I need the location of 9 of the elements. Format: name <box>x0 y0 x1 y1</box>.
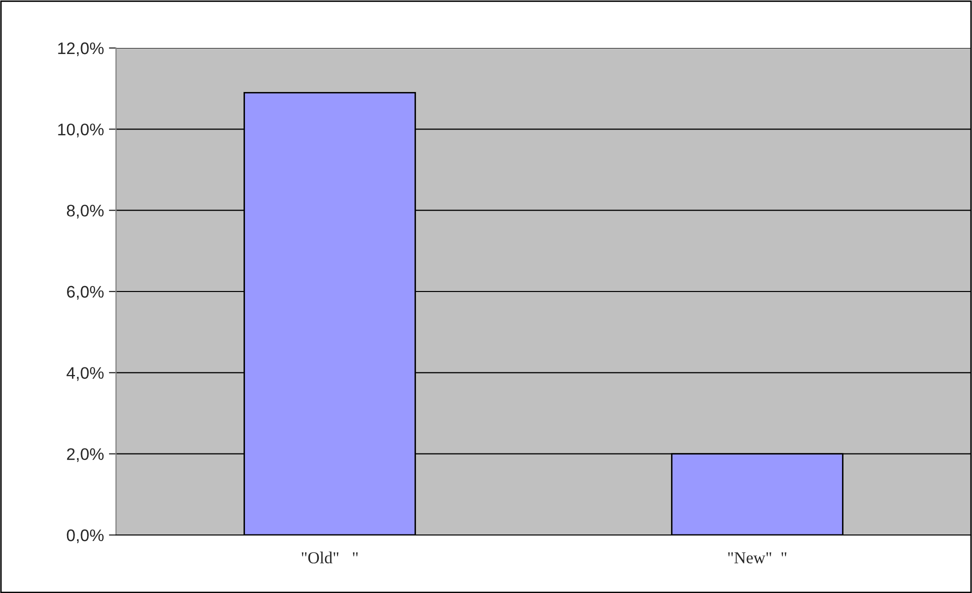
x-tick-label: "New" " <box>728 552 786 564</box>
y-tick-label: 12,0% <box>58 42 104 56</box>
x-tick-label: "Old" " <box>302 552 358 564</box>
y-tick-label: 4,0% <box>66 367 104 381</box>
y-tick-label: 6,0% <box>67 286 104 300</box>
y-tick-label: 8,0% <box>66 204 104 219</box>
y-tick-label: 0,0% <box>66 529 104 544</box>
y-tick-label: 2,0% <box>67 448 104 462</box>
y-tick-label: 10,0% <box>58 124 104 138</box>
